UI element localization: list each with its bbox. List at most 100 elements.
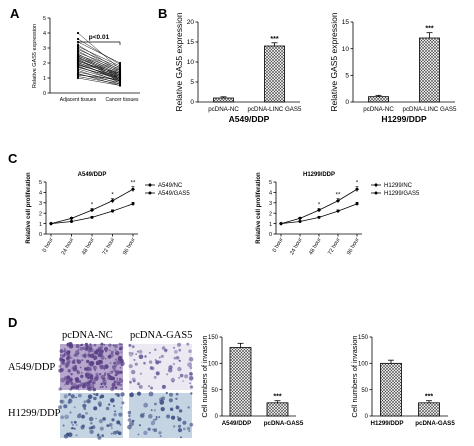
cell-stain — [138, 424, 141, 427]
cell-stain — [68, 377, 73, 382]
cell-stain — [85, 374, 89, 379]
cell-stain — [143, 402, 149, 408]
chart-panel-b1: 0 5 10 15 20 pcDNA-NC *** pcDNA-LINC GAS5A549/D… — [174, 12, 302, 124]
chart-panel-d2: 0 50 100 150 H1299/DDP *** pcDNA-GAS5 Cell numb… — [350, 335, 455, 427]
cell-stain — [148, 351, 151, 354]
cell-stain — [81, 354, 84, 357]
cell-stain — [113, 344, 118, 349]
significance-stars: *** — [270, 36, 278, 43]
cell-stain — [189, 382, 191, 385]
cell-stain — [105, 406, 110, 411]
cell-stain — [86, 399, 91, 404]
cell-stain — [188, 349, 192, 353]
cell-stain — [63, 350, 66, 353]
cell-stain — [86, 346, 89, 349]
cell-stain — [118, 412, 123, 417]
cell-stain — [153, 375, 157, 379]
cell-stain — [136, 350, 139, 353]
cell-stain — [173, 425, 176, 428]
bar — [418, 402, 440, 417]
point-marker — [69, 216, 74, 221]
cell-stain — [77, 389, 80, 391]
paired-line — [77, 63, 121, 80]
point-marker — [70, 220, 73, 224]
cell-stain — [77, 348, 80, 351]
chart-title: A549/DDP — [229, 114, 270, 124]
cell-stain — [80, 374, 84, 379]
cell-stain — [98, 351, 104, 357]
cell-stain — [158, 416, 161, 419]
cell-stain — [104, 357, 107, 360]
cell-stain — [114, 371, 117, 373]
point-marker — [49, 222, 53, 226]
chart-title: H1299/DDP — [381, 114, 427, 124]
cell-stain — [119, 347, 123, 351]
cell-stain — [108, 423, 113, 427]
x-tick-label: 96 hour — [122, 237, 137, 256]
paired-line — [77, 57, 121, 74]
cell-stain — [131, 377, 136, 382]
cell-stain — [111, 365, 117, 370]
cell-stain — [176, 405, 178, 407]
cell-stain — [144, 355, 147, 358]
cell-stain — [155, 371, 160, 376]
cell-stain — [150, 421, 155, 426]
cell-stain — [108, 375, 114, 381]
cell-stain — [176, 416, 179, 418]
cell-stain — [77, 393, 82, 398]
y-tick-label: 5 — [190, 79, 194, 86]
cell-stain — [115, 369, 118, 371]
micrograph-a549-gas5 — [128, 342, 194, 390]
cell-stain — [100, 383, 103, 386]
cell-stain — [87, 353, 91, 356]
cell-stain — [87, 366, 92, 371]
cell-stain — [131, 369, 136, 375]
cell-stain — [104, 347, 108, 351]
cell-stain — [80, 382, 85, 387]
cell-stain — [100, 394, 105, 399]
cell-stain — [177, 428, 183, 433]
significance-stars: * — [111, 193, 114, 199]
cell-stain — [106, 372, 110, 377]
cell-stain — [89, 361, 93, 365]
cell-stain — [114, 393, 118, 396]
cell-stain — [121, 364, 123, 367]
micrograph-h1299-gas5 — [127, 391, 194, 439]
cell-stain — [129, 421, 135, 427]
cell-stain — [147, 427, 151, 431]
legend-label: H1299/GAS5 — [384, 191, 420, 197]
y-axis-label: Relative GAS5 expression — [32, 24, 38, 88]
cell-stain — [189, 372, 193, 376]
cell-stain — [129, 392, 134, 398]
y-tick-label: 0 — [190, 99, 194, 106]
cell-stain — [63, 353, 66, 356]
bar — [264, 45, 285, 103]
cell-stain — [111, 427, 113, 429]
point-marker — [131, 187, 135, 192]
cell-stain — [143, 361, 146, 365]
cell-stain — [74, 377, 77, 380]
bar — [213, 97, 234, 103]
cell-stain — [115, 370, 121, 375]
cell-stain — [188, 430, 191, 433]
cell-stain — [182, 380, 185, 382]
cell-stain — [72, 365, 77, 370]
cell-stain — [89, 345, 93, 348]
cell-stain — [148, 385, 151, 388]
cell-stain — [90, 422, 93, 425]
cell-stain — [177, 424, 182, 428]
y-tick-label: 4 — [43, 31, 46, 37]
x-tick-label: 0 hour — [42, 237, 55, 254]
cell-stain — [189, 366, 193, 370]
cell-stain — [63, 347, 66, 351]
cell-stain — [186, 342, 190, 346]
x-tick-label: 72 hour — [102, 237, 117, 256]
cell-stain — [179, 373, 184, 378]
cell-stain — [99, 364, 104, 370]
paired-line — [77, 41, 121, 64]
cell-stain — [187, 362, 193, 368]
significance-stars: * — [356, 181, 359, 187]
cell-stain — [188, 357, 194, 362]
cell-stain — [97, 435, 102, 440]
